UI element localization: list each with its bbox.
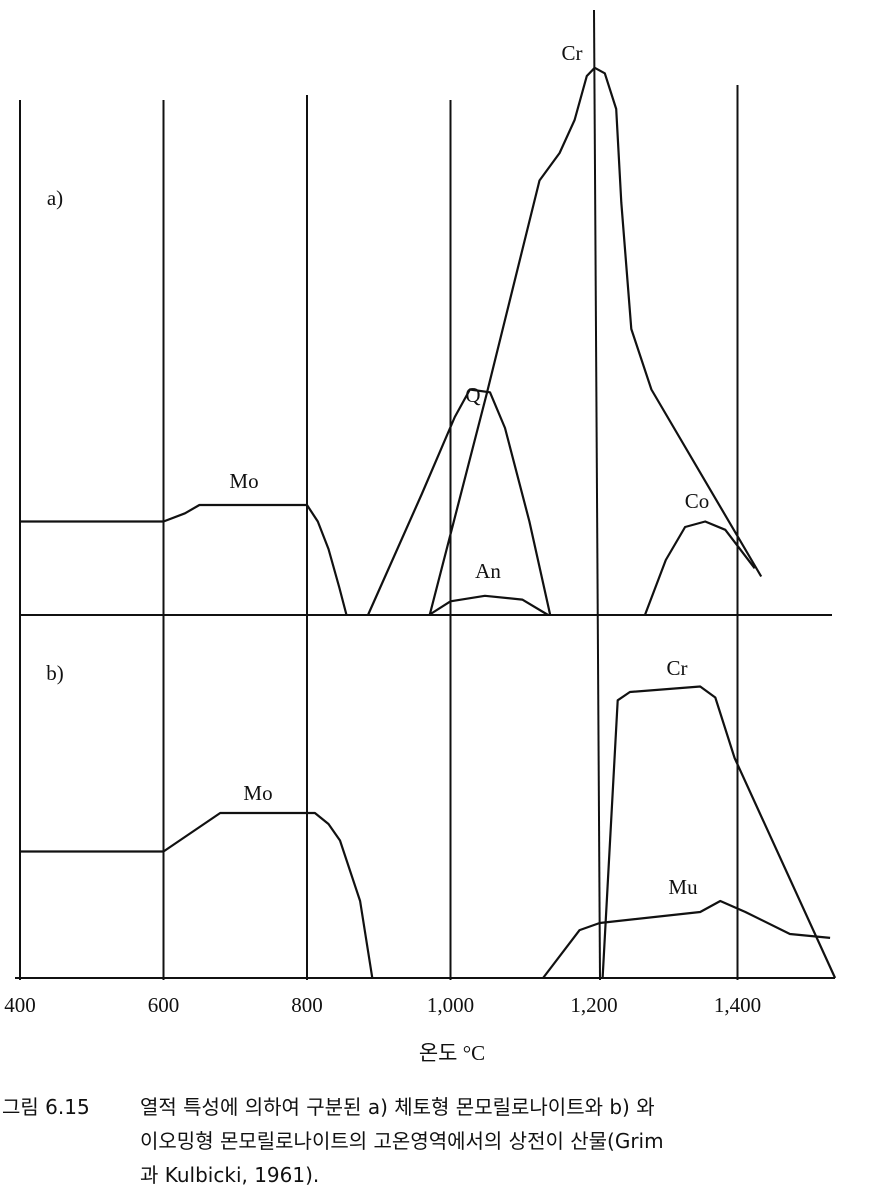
caption-line-2: 이오밍형 몬모릴로나이트의 고온영역에서의 상전이 산물(Grim bbox=[140, 1129, 664, 1153]
curve-mo bbox=[20, 503, 348, 616]
caption-line-3: 과 Kulbicki, 1961). bbox=[140, 1163, 320, 1187]
curve-co bbox=[643, 520, 756, 616]
series-label-co: Co bbox=[685, 489, 710, 513]
x-tick-label: 1,200 bbox=[570, 993, 617, 1017]
x-tick-label: 1,400 bbox=[714, 993, 761, 1017]
vertical-gridline bbox=[593, 9, 601, 981]
curve-cr bbox=[601, 685, 837, 979]
panel-label: a) bbox=[47, 186, 63, 210]
curve-mo bbox=[20, 811, 374, 979]
curve-cr bbox=[428, 66, 763, 616]
series-label-q: Q bbox=[465, 383, 480, 407]
x-tick-label: 600 bbox=[148, 993, 180, 1017]
x-tick-label: 400 bbox=[4, 993, 36, 1017]
series-label-mo: Mo bbox=[243, 781, 272, 805]
series-label-an: An bbox=[475, 559, 501, 583]
panel-label: b) bbox=[46, 661, 64, 685]
series-label-mu: Mu bbox=[668, 875, 698, 899]
curve-an bbox=[428, 594, 549, 616]
caption-line-1: 열적 특성에 의하여 구분된 a) 체토형 몬모릴로나이트와 b) 와 bbox=[140, 1095, 655, 1119]
curve-mu bbox=[542, 899, 831, 979]
x-tick-label: 1,000 bbox=[427, 993, 474, 1017]
caption-number: 그림 6.15 bbox=[2, 1095, 90, 1119]
x-axis-label: 온도 °C bbox=[419, 1041, 485, 1065]
thermal-phase-chart: 400 600 800 1,000 1,200 1,400 온도 °C a) Mo Q An Cr Co… bbox=[4, 9, 837, 1065]
series-label-cr: Cr bbox=[562, 41, 583, 65]
series-label-mo: Mo bbox=[229, 469, 258, 493]
series-label-cr: Cr bbox=[667, 656, 688, 680]
curve-q bbox=[366, 388, 552, 616]
x-tick-label: 800 bbox=[291, 993, 323, 1017]
